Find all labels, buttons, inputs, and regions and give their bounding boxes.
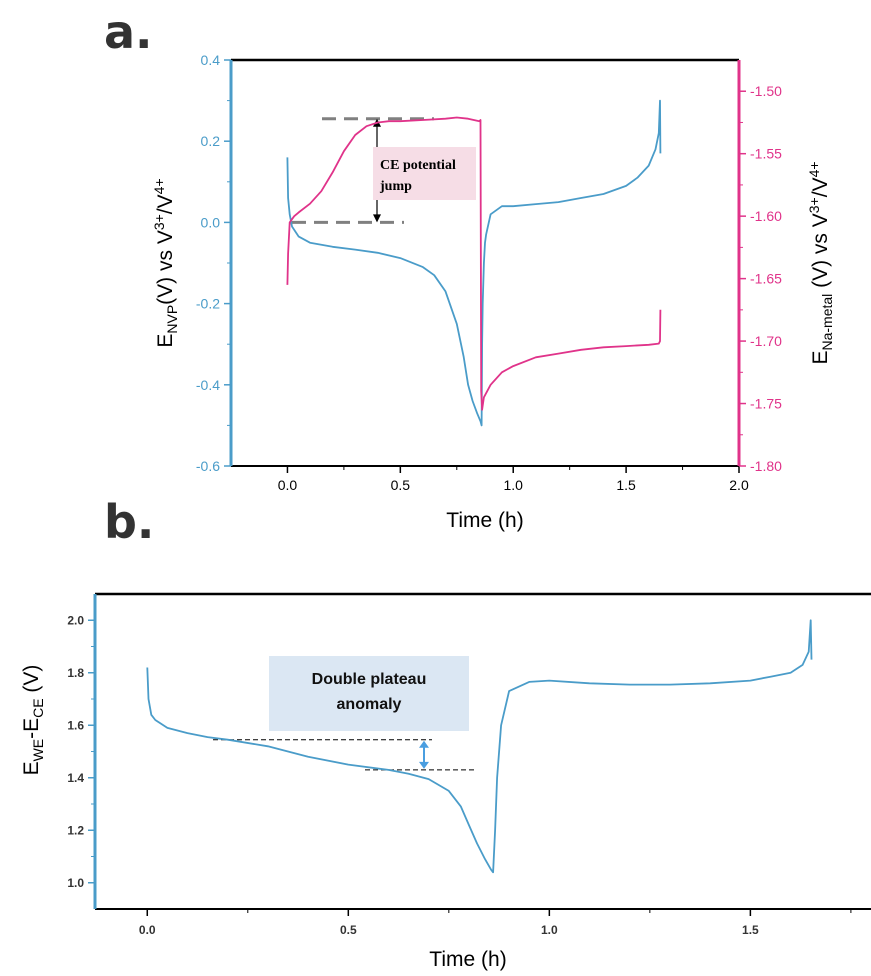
right-y-title-rest: (V) vs V xyxy=(809,213,832,294)
panel-b-x-axis-title: Time (h) xyxy=(429,948,506,971)
left-y-title-base: E xyxy=(154,334,177,348)
a-right-y-tick-label: -1.80 xyxy=(750,458,782,474)
panel-a-x-axis-title: Time (h) xyxy=(446,509,523,532)
a-left-y-tick-label: 0.2 xyxy=(201,133,221,149)
panel-a-ticks: 0.0 0.5 1.0 1.5 2.0 -0.6 -0.4 -0.2 0.0 0.2 0.4 -1.8… xyxy=(196,52,782,493)
a-x-tick-label: 0.0 xyxy=(278,477,298,493)
left-y-title-sup2: 4+ xyxy=(151,178,167,194)
left-y-title-rest: (V) vs V xyxy=(154,230,177,305)
left-y-title-sup1: 3+ xyxy=(151,214,167,230)
ce-annotation-box xyxy=(373,147,476,200)
a-right-y-tick-label: -1.55 xyxy=(750,146,782,162)
panel-a-chart: 0.0 0.5 1.0 1.5 2.0 -0.6 -0.4 -0.2 0.0 0.2 0.4 -1.8… xyxy=(151,52,835,532)
b-x-tick-label: 0.5 xyxy=(340,923,357,937)
right-y-title-base: E xyxy=(809,351,832,365)
b-x-tick-label: 1.0 xyxy=(541,923,558,937)
panel-b-ticks: 0.0 0.5 1.0 1.5 1.0 1.2 1.4 1.6 1.8 2.0 xyxy=(67,613,852,937)
a-left-y-tick-label: -0.2 xyxy=(196,296,220,312)
panel-label-a: a. xyxy=(104,5,153,59)
right-y-title-mid: /V xyxy=(809,177,832,197)
a-left-y-tick-label: -0.6 xyxy=(196,458,220,474)
double-plateau-annotation-line1: Double plateau xyxy=(312,671,427,688)
a-right-y-tick-label: -1.50 xyxy=(750,83,782,99)
ce-jump-arrow-head-down xyxy=(373,214,381,223)
b-y-tick-label: 1.4 xyxy=(67,771,84,785)
panel-b-y-axis-title: EWE-ECE (V) xyxy=(20,665,46,776)
ce-annotation-line1: CE potential xyxy=(380,158,456,173)
right-y-title-sup2: 4+ xyxy=(806,161,822,177)
right-y-title-sup1: 3+ xyxy=(806,197,822,213)
panel-a-right-y-axis-title: ENa-metal (V) vs V3+/V4+ xyxy=(806,161,835,364)
series-ewe-ece-line xyxy=(146,619,813,874)
b-y-title-rest: (V) xyxy=(20,665,43,699)
a-x-tick-label: 2.0 xyxy=(729,477,749,493)
a-left-y-tick-label: -0.4 xyxy=(196,377,220,393)
panel-a-left-y-axis-title: ENVP(V) vs V3+/V4+ xyxy=(151,178,180,347)
b-y-title-sub2: CE xyxy=(30,698,46,717)
b-y-title-mid: -E xyxy=(20,718,43,739)
b-y-tick-label: 1.8 xyxy=(67,666,84,680)
b-y-tick-label: 1.6 xyxy=(67,718,84,732)
right-y-title-sub: Na-metal xyxy=(819,294,835,351)
panel-label-b: b. xyxy=(104,495,154,549)
series-na-metal-potential-line xyxy=(286,116,662,411)
ce-annotation-line2: jump xyxy=(379,179,412,194)
a-left-y-tick-label: 0.4 xyxy=(201,52,221,68)
b-y-tick-label: 1.2 xyxy=(67,823,84,837)
b-y-tick-label: 1.0 xyxy=(67,876,84,890)
plateau-gap-arrow-head-down xyxy=(419,761,429,769)
b-x-tick-label: 1.5 xyxy=(742,923,759,937)
b-y-title-base: E xyxy=(20,761,43,775)
a-left-y-tick-label: 0.0 xyxy=(201,214,221,230)
a-x-tick-label: 1.0 xyxy=(503,477,523,493)
double-plateau-annotation-box xyxy=(269,656,469,731)
series-nvp-potential-line xyxy=(286,99,662,427)
b-y-title-sub1: WE xyxy=(30,739,46,762)
panel-b-chart: 0.0 0.5 1.0 1.5 1.0 1.2 1.4 1.6 1.8 2.0 Double pl… xyxy=(20,592,871,971)
b-x-tick-label: 0.0 xyxy=(139,923,156,937)
a-right-y-tick-label: -1.60 xyxy=(750,208,782,224)
a-x-tick-label: 1.5 xyxy=(616,477,636,493)
a-right-y-tick-label: -1.75 xyxy=(750,396,782,412)
left-y-title-sub: NVP xyxy=(164,305,180,334)
double-plateau-annotation-line2: anomaly xyxy=(337,696,402,713)
a-right-y-tick-label: -1.65 xyxy=(750,271,782,287)
left-y-title-mid: /V xyxy=(154,194,177,214)
b-y-tick-label: 2.0 xyxy=(67,613,84,627)
a-right-y-tick-label: -1.70 xyxy=(750,333,782,349)
plateau-gap-arrow-head-up xyxy=(419,740,429,748)
a-x-tick-label: 0.5 xyxy=(391,477,411,493)
